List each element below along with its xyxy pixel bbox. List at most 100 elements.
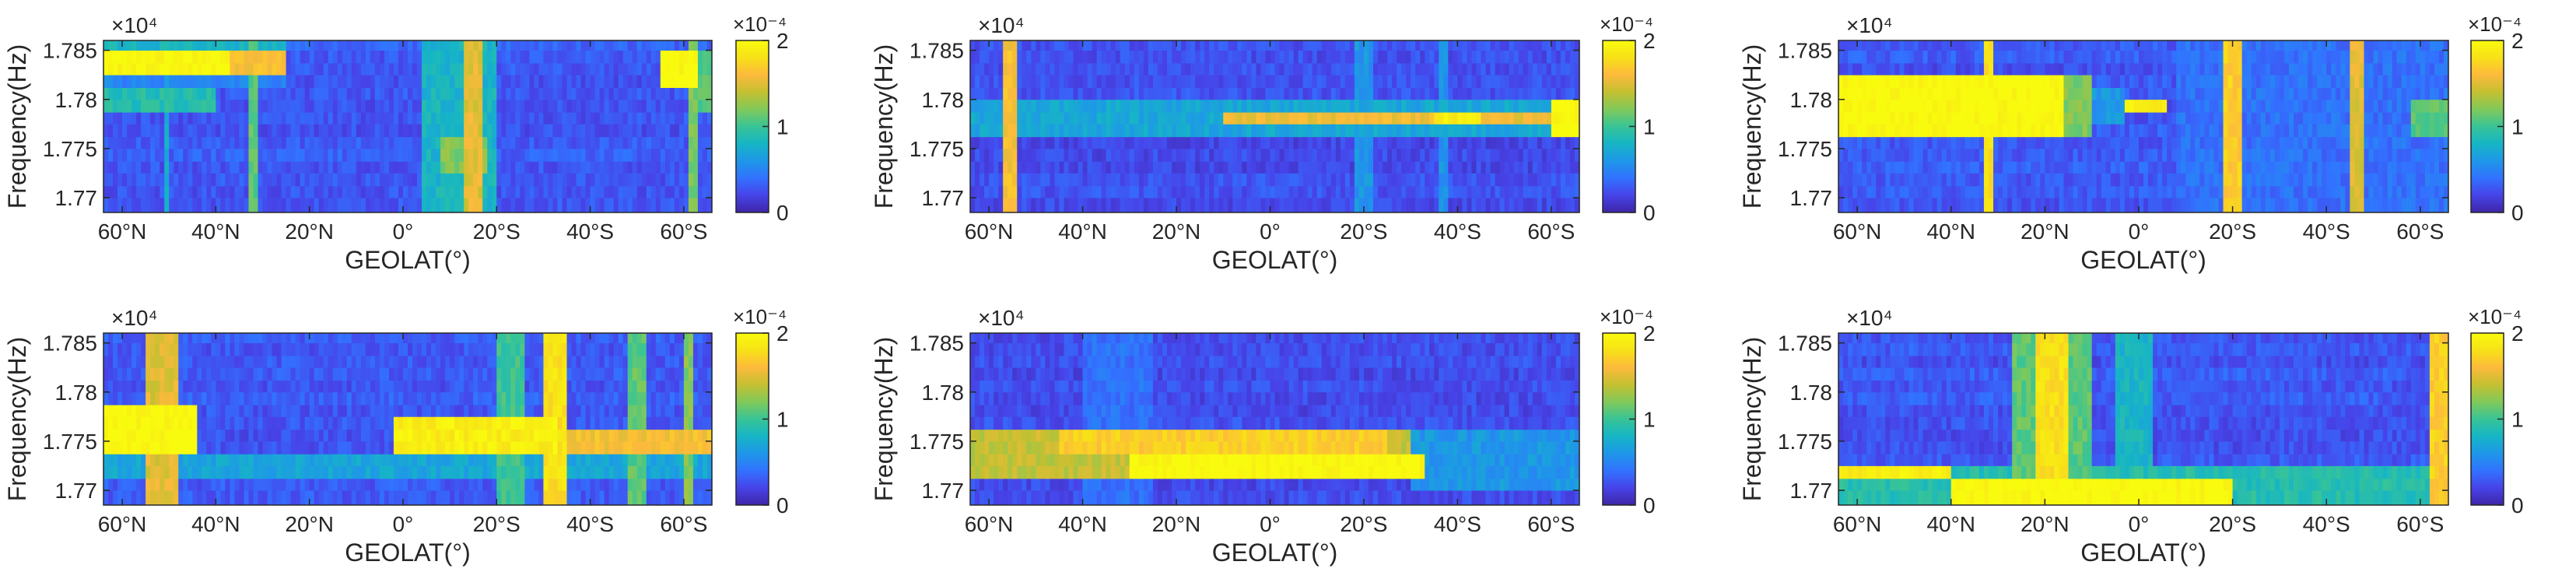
heatmap-cell <box>2322 148 2327 162</box>
heatmap-cell <box>2176 198 2182 213</box>
heatmap-cell <box>627 148 633 162</box>
heatmap-cell <box>374 161 380 174</box>
heatmap-cell <box>408 136 413 149</box>
heatmap-cell <box>422 161 427 174</box>
heatmap-cell <box>1932 173 1938 187</box>
heatmap-cell <box>2045 185 2050 198</box>
heatmap-cell <box>2237 124 2243 138</box>
heatmap-cell <box>1288 136 1295 149</box>
heatmap-cell <box>2336 99 2341 113</box>
heatmap-cell <box>1246 198 1252 213</box>
heatmap-cell <box>1017 185 1022 198</box>
heatmap-cell <box>150 173 156 187</box>
heatmap-cell <box>1050 161 1056 174</box>
heatmap-cell <box>2336 161 2341 174</box>
heatmap-cell <box>1523 185 1529 198</box>
heatmap-cell <box>1195 63 1200 75</box>
heatmap-cell <box>328 40 334 51</box>
heatmap-cell <box>1978 198 1985 213</box>
heatmap-cell <box>2354 198 2360 213</box>
heatmap-cell <box>173 136 179 149</box>
heatmap-cell <box>1420 63 1425 75</box>
heatmap-cell <box>1509 112 1515 125</box>
heatmap-cell <box>318 63 324 75</box>
heatmap-cell <box>1288 40 1295 51</box>
heatmap-cell <box>2298 173 2304 187</box>
heatmap-cell <box>1880 173 1886 187</box>
heatmap-cell <box>2101 87 2107 100</box>
heatmap-cell <box>464 112 469 125</box>
heatmap-cell <box>1857 124 1863 138</box>
heatmap-cell <box>1471 136 1477 149</box>
heatmap-cell <box>1120 63 1126 75</box>
heatmap-cell <box>445 112 450 125</box>
heatmap-cell <box>1176 99 1182 113</box>
heatmap-cell <box>136 63 142 75</box>
heatmap-cell <box>998 99 1004 113</box>
heatmap-cell <box>571 136 577 149</box>
heatmap-cell <box>1462 161 1468 174</box>
heatmap-cell <box>211 161 216 174</box>
heatmap-cell <box>636 112 643 125</box>
heatmap-cell <box>206 40 212 51</box>
heatmap-cell <box>459 185 464 198</box>
heatmap-cell <box>1998 161 2003 174</box>
heatmap-cell <box>1045 112 1050 125</box>
heatmap-cell <box>1950 173 1957 187</box>
heatmap-cell <box>2317 148 2322 162</box>
heatmap-cell <box>1908 112 1915 125</box>
heatmap-cell <box>1457 87 1463 100</box>
heatmap-cell <box>1993 124 1999 138</box>
heatmap-cell <box>2260 112 2266 125</box>
heatmap-cell <box>632 198 638 213</box>
heatmap-cell <box>1485 198 1491 213</box>
heatmap-cell <box>1964 198 1971 213</box>
heatmap-cell <box>1852 136 1858 149</box>
heatmap-cell <box>244 173 250 187</box>
heatmap-cell <box>501 198 506 213</box>
heatmap-cell <box>1885 161 1891 174</box>
heatmap-cell <box>975 40 980 51</box>
heatmap-cell <box>646 161 652 174</box>
heatmap-cell <box>141 124 146 138</box>
heatmap-cell <box>2246 173 2252 187</box>
heatmap-cell <box>1330 112 1337 125</box>
heatmap-cell <box>155 161 160 174</box>
heatmap-cell <box>1298 50 1304 64</box>
heatmap-cell <box>674 63 680 75</box>
heatmap-cell <box>2223 161 2229 174</box>
heatmap-cell <box>468 87 474 100</box>
heatmap-cell <box>197 87 202 100</box>
heatmap-cell <box>1358 50 1365 64</box>
heatmap-cell <box>122 99 128 113</box>
heatmap-cell <box>173 50 179 64</box>
heatmap-cell <box>2190 136 2196 149</box>
heatmap-cell <box>351 124 357 138</box>
heatmap-cell <box>669 87 675 100</box>
heatmap-cell <box>436 185 441 198</box>
heatmap-cell <box>1387 124 1393 138</box>
heatmap-cell <box>1068 136 1074 149</box>
heatmap-cell <box>2279 148 2285 162</box>
heatmap-cell <box>1078 112 1084 125</box>
heatmap-cell <box>2392 148 2398 162</box>
heatmap-cell <box>2322 136 2327 149</box>
heatmap-cell <box>1857 136 1863 149</box>
heatmap-cell <box>1129 136 1135 149</box>
heatmap-cell <box>1378 124 1383 138</box>
heatmap-cell <box>580 50 587 64</box>
heatmap-cell <box>1978 136 1985 149</box>
heatmap-cell <box>122 87 128 100</box>
heatmap-cell <box>975 185 980 198</box>
heatmap-cell <box>2026 161 2031 174</box>
heatmap-cell <box>1504 75 1510 89</box>
heatmap-cell <box>131 75 137 89</box>
heatmap-cell <box>1110 136 1116 149</box>
heatmap-cell <box>1401 136 1407 149</box>
heatmap-cell <box>2021 87 2027 100</box>
heatmap-cell <box>365 40 371 51</box>
heatmap-cell <box>1326 124 1332 138</box>
heatmap-cell <box>608 161 615 174</box>
heatmap-cell <box>1532 63 1538 75</box>
heatmap-cell <box>552 173 559 187</box>
